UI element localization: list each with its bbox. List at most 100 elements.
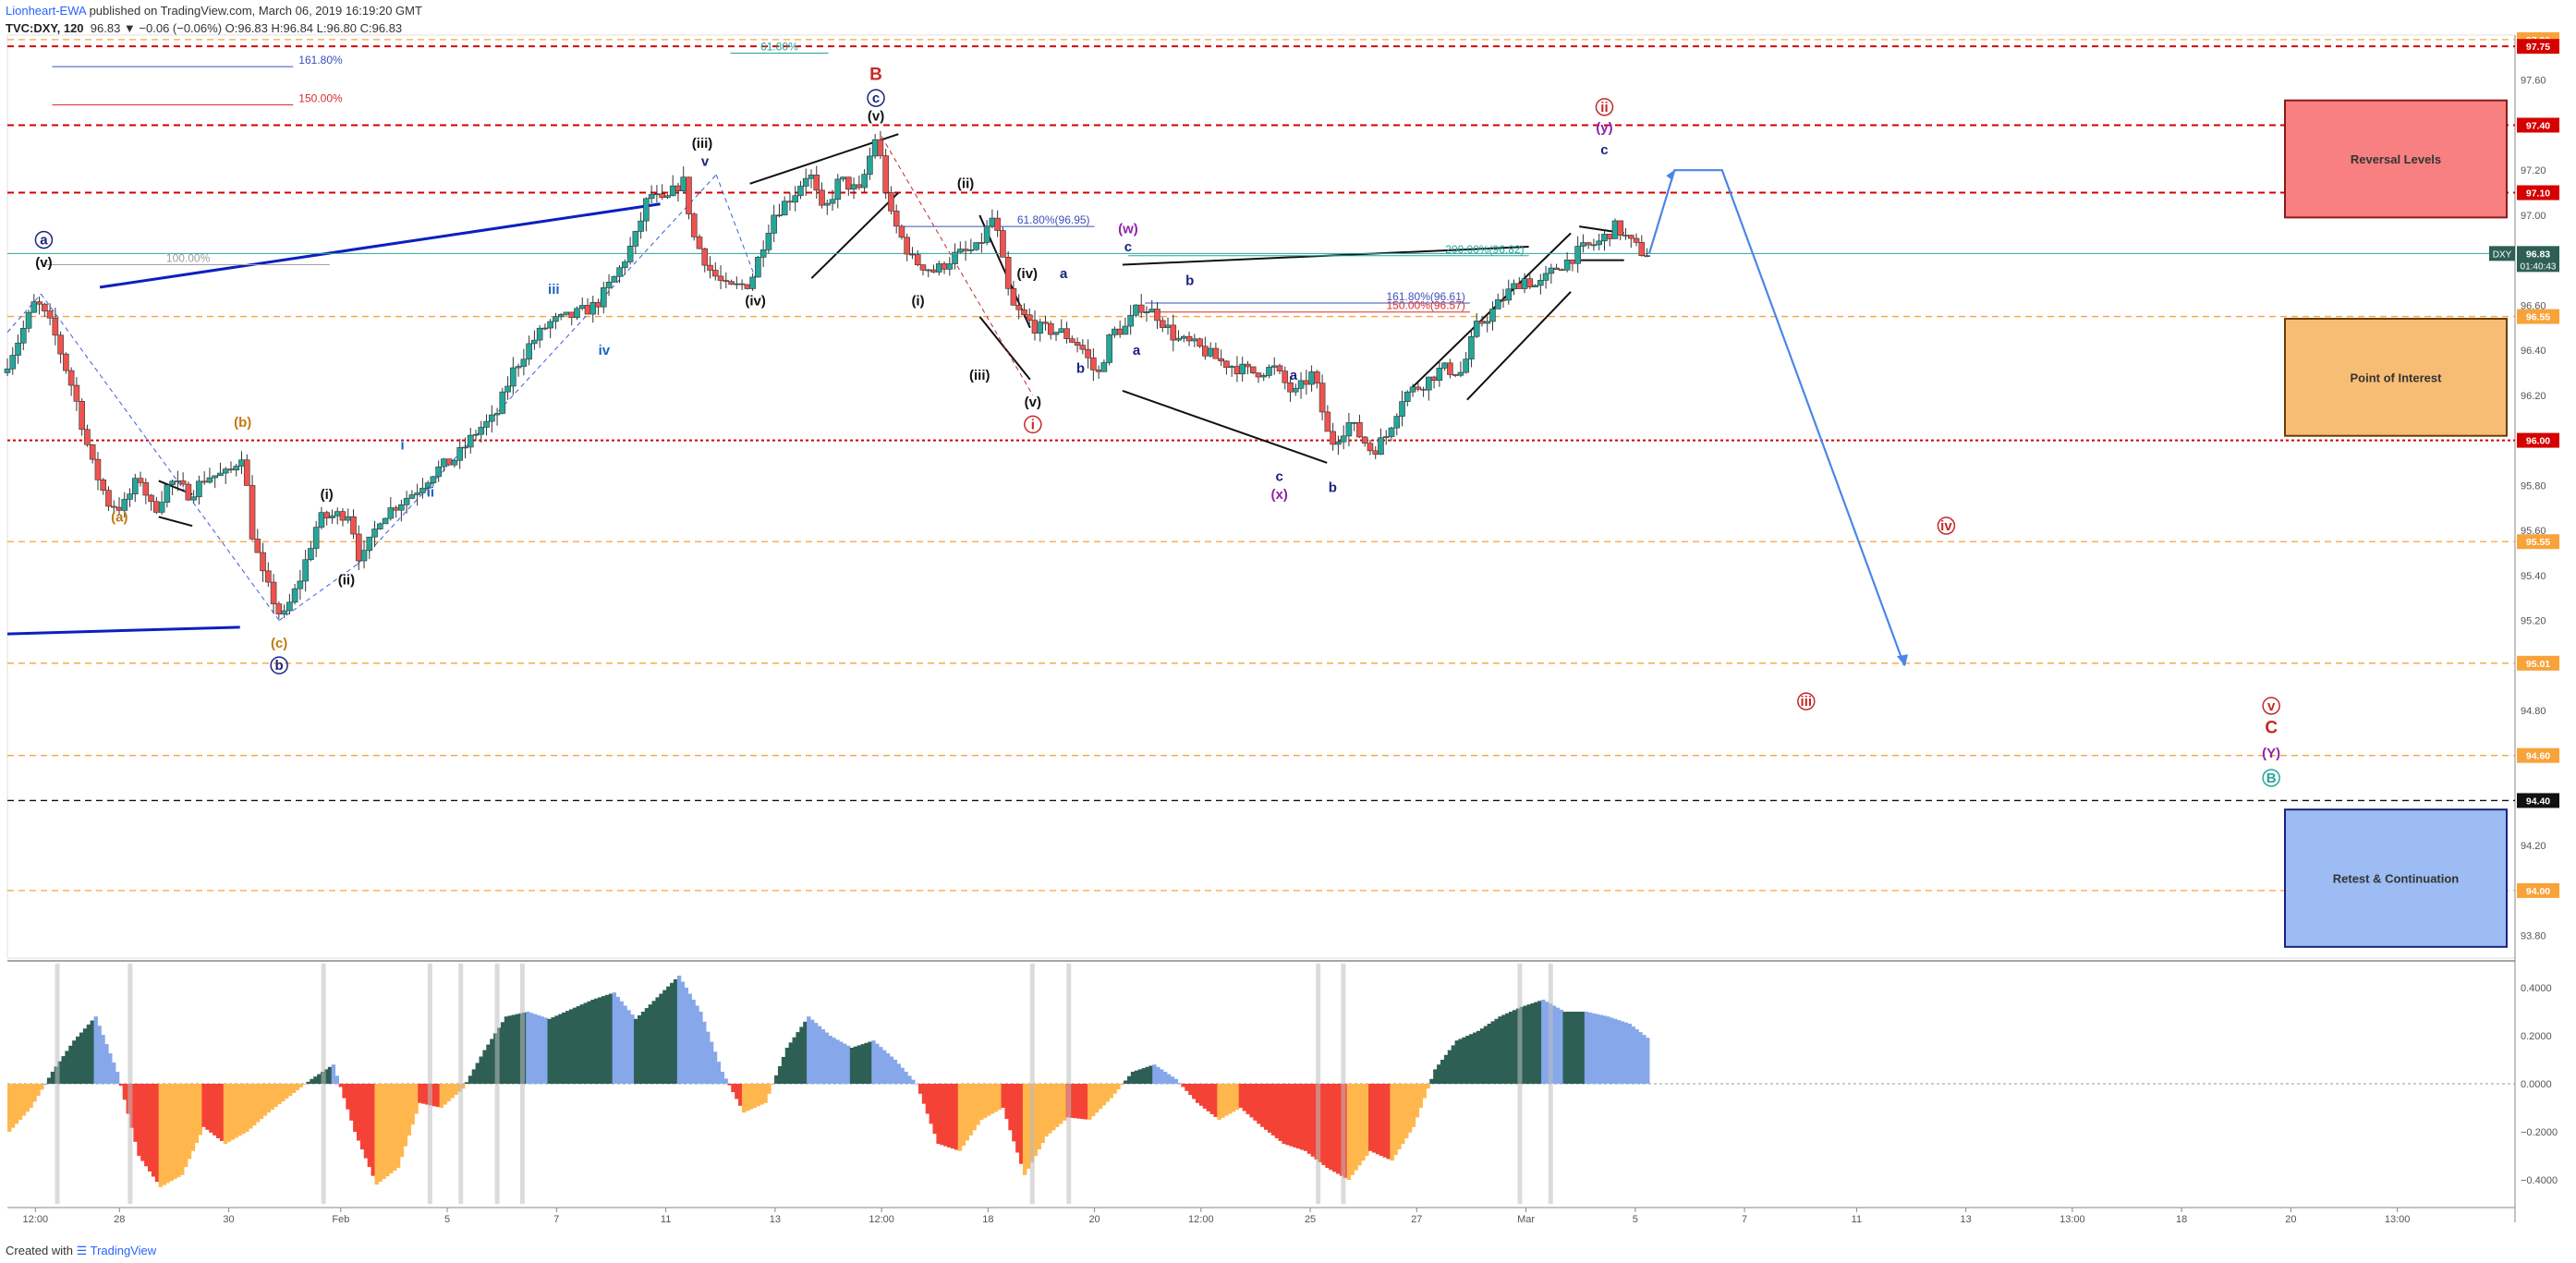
oscillator-bar [630,1014,635,1084]
oscillator-bar [1116,1084,1121,1090]
time-tick-label: 20 [1088,1214,1100,1225]
tradingview-logo[interactable]: ☰ TradingView [76,1244,157,1257]
oscillator-bar [1044,1084,1049,1137]
candle-body [1170,324,1177,341]
time-tick-label: 12:00 [869,1214,894,1225]
candle-body [856,184,863,188]
oscillator-bar [338,1084,343,1087]
time-tick-label: 7 [553,1214,559,1225]
oscillator-bar [1534,1002,1538,1084]
oscillator-bar [1192,1084,1197,1099]
oscillator-bar [1559,1009,1563,1084]
wave-label-circle [270,656,288,674]
oscillator-bar [1501,1014,1506,1084]
oscillator-bar [1238,1084,1244,1108]
oscillator-bar [313,1076,318,1084]
oscillator-bar [666,986,671,1084]
oscillator-bar [223,1084,228,1144]
oscillator-bar [590,1000,595,1084]
oscillator-bar [1418,1084,1423,1108]
candle-body [1026,314,1033,321]
oscillator-bar [285,1084,289,1099]
oscillator-bar [961,1084,966,1147]
candle-body [664,195,671,199]
oscillator-bar [1278,1084,1283,1141]
oscillator-bar [849,1048,855,1084]
level-price-label: 97.40 [2526,120,2550,131]
oscillator-bar [446,1084,451,1102]
oscillator-bar [507,1015,513,1084]
oscillator-bar [1479,1028,1485,1084]
candle-body [978,242,985,244]
fib-label: 61.80%(96.95) [1017,213,1090,226]
candle-body [1000,230,1006,258]
oscillator-bar [122,1084,128,1100]
candle-body [1218,358,1224,362]
candle-body [898,225,905,238]
candle-body [1308,371,1315,385]
wave-label-circle [2262,769,2280,787]
oscillator-bar [1008,1084,1013,1131]
author-link[interactable]: Lionheart-EWA [6,4,86,18]
candle-body [1303,380,1310,385]
level-price-tag [2517,655,2559,671]
oscillator-bar [845,1045,851,1084]
oscillator-bar [702,1021,707,1084]
oscillator-bar [925,1084,930,1114]
oscillator-bar [439,1084,444,1108]
candle-body [536,327,543,341]
oscillator-bar [601,996,606,1084]
candle-body [1270,365,1278,368]
session-break-marker [1548,964,1553,1204]
oscillator-bar [532,1014,538,1084]
oscillator-bar [738,1084,743,1106]
wave-label: C [2265,718,2278,737]
trendline-lower [6,625,240,636]
candle-body [158,502,165,513]
oscillator-bar [587,1001,591,1084]
oscillator-bar [1217,1084,1221,1120]
candle-body [243,459,250,486]
oscillator-bar [1566,1012,1571,1084]
candle-body [1351,422,1357,424]
candle-body [707,264,713,271]
candle-body [15,342,21,356]
candle-body [238,459,245,467]
oscillator-bar [76,1036,80,1084]
candle-body [744,284,751,289]
oscillator-bar [46,1077,52,1084]
candle-body [67,370,75,386]
oscillator-bar [133,1084,138,1142]
wave-label: v [2267,698,2276,714]
candle-body [4,368,11,373]
oscillator-bar [504,1016,509,1084]
oscillator-bar [273,1084,278,1108]
time-tick-label: 12:00 [23,1214,49,1225]
oscillator-bar [1285,1084,1290,1146]
oscillator-bar [788,1042,794,1084]
session-break-marker [494,964,500,1204]
oscillator-bar [623,1005,627,1084]
oscillator-bar [1001,1084,1005,1108]
time-tick-label: 25 [1305,1214,1316,1225]
oscillator-bar [562,1012,566,1084]
candle-body [318,512,325,528]
wave-label: (b) [234,415,251,431]
oscillator-bar [536,1014,541,1084]
oscillator-bar [82,1028,88,1084]
projection-arrowhead [1896,654,1908,667]
oscillator-bar [378,1084,383,1183]
candle-body [1233,366,1241,375]
oscillator-bar [97,1026,102,1084]
oscillator-bar [940,1084,944,1146]
level-price-label: 97.10 [2526,188,2550,200]
oscillator-bar [1206,1084,1211,1111]
candle-body [1297,380,1305,389]
candle-body [1569,260,1576,264]
wave-label: a [1290,368,1298,383]
session-break-marker [1316,964,1321,1204]
oscillator-bar [885,1053,891,1084]
oscillator-bar [1426,1084,1430,1089]
time-axis: 12:00 28 30 Feb 5 7 11 13 12:00 18 20 12:00 25 27 Mar 5… [23,1208,2410,1225]
